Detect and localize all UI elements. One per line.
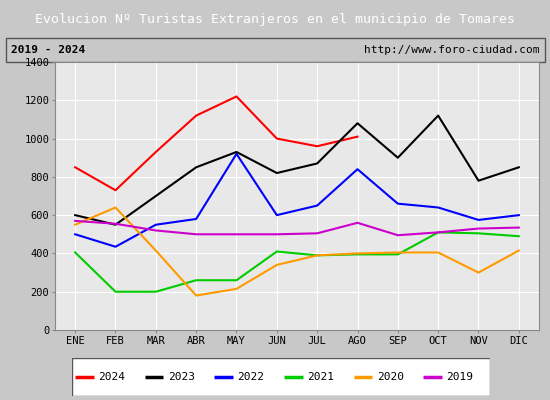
Text: 2019 - 2024: 2019 - 2024 <box>11 45 85 55</box>
FancyBboxPatch shape <box>72 358 490 396</box>
Text: http://www.foro-ciudad.com: http://www.foro-ciudad.com <box>364 45 539 55</box>
Text: 2021: 2021 <box>307 372 334 382</box>
Text: 2023: 2023 <box>168 372 195 382</box>
Text: 2019: 2019 <box>446 372 474 382</box>
Text: Evolucion Nº Turistas Extranjeros en el municipio de Tomares: Evolucion Nº Turistas Extranjeros en el … <box>35 12 515 26</box>
Text: 2022: 2022 <box>237 372 265 382</box>
Text: 2024: 2024 <box>98 372 125 382</box>
Text: 2020: 2020 <box>377 372 404 382</box>
